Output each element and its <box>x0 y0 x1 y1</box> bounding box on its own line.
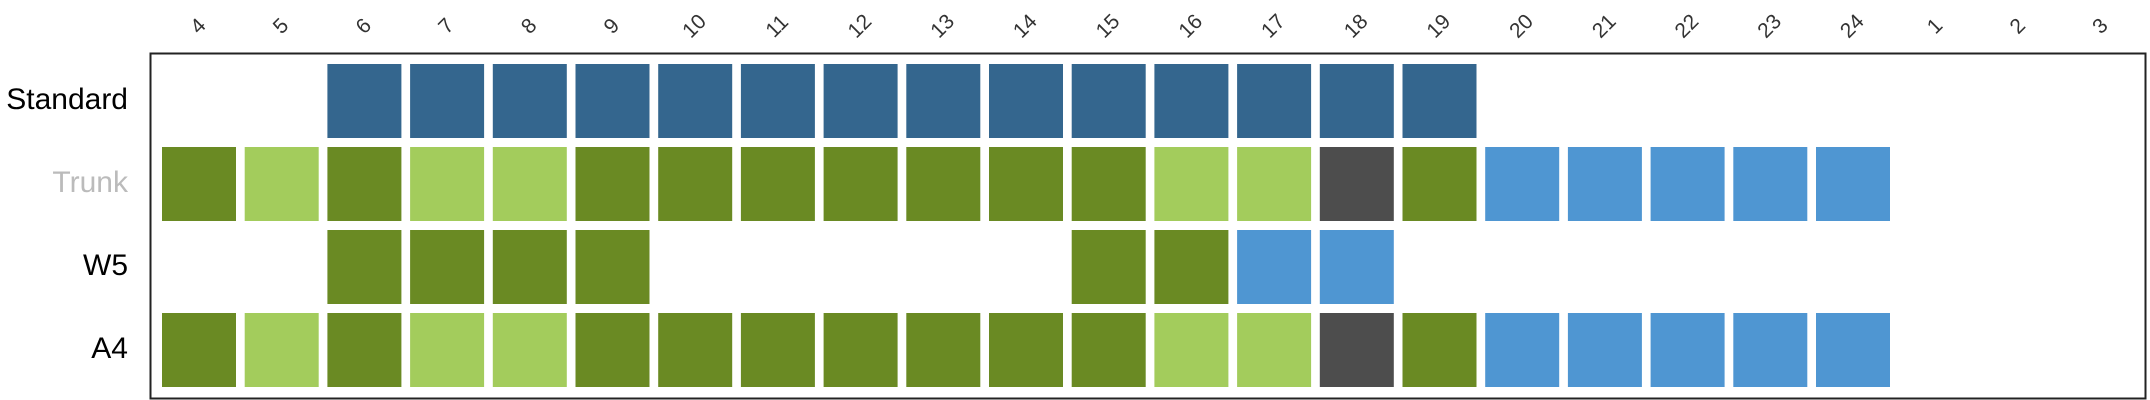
heatmap-cell <box>1402 64 1477 138</box>
heatmap-cell <box>162 147 236 221</box>
heatmap-cell <box>1237 64 1312 138</box>
heatmap-cell <box>1071 64 1146 138</box>
x-tick-label: 14 <box>1009 10 1042 43</box>
heatmap-cell <box>989 313 1063 387</box>
heatmap-cell <box>906 64 981 138</box>
heatmap-cell <box>989 64 1063 138</box>
heatmap-cell <box>1485 147 1560 221</box>
x-tick-label: 9 <box>600 14 625 39</box>
heatmap-cell <box>327 147 402 221</box>
heatmap-cell <box>989 147 1063 221</box>
heatmap-cell <box>1485 313 1560 387</box>
x-tick-label: 2 <box>2005 14 2030 39</box>
heatmap-cell <box>1154 64 1229 138</box>
heatmap-cell <box>1650 313 1725 387</box>
row-labels: Standard Trunk W5 A4 <box>6 83 129 365</box>
row-label-standard: Standard <box>6 83 128 116</box>
heatmap-cell <box>327 230 402 304</box>
heatmap-cell <box>410 230 485 304</box>
heatmap-cell <box>244 313 319 387</box>
x-tick-label: 8 <box>517 14 542 39</box>
heatmap-cell <box>740 313 815 387</box>
heatmap-cell <box>658 64 733 138</box>
x-tick-label: 7 <box>434 14 459 39</box>
x-tick-label: 1 <box>1923 14 1948 39</box>
heatmap-cell <box>1319 147 1394 221</box>
heatmap-cell <box>1071 147 1146 221</box>
x-tick-label: 16 <box>1174 10 1207 43</box>
x-tick-labels: 4 5 6 7 8 9 10 11 12 13 14 15 16 17 18 19 20 21 22 23 24 1 2 3 <box>186 10 2113 43</box>
heatmap-cell <box>410 313 485 387</box>
x-tick-label: 15 <box>1092 10 1125 43</box>
heatmap-cell <box>244 147 319 221</box>
x-tick-label: 21 <box>1588 10 1621 43</box>
heatmap-cell <box>740 147 815 221</box>
heatmap-cell <box>1402 147 1477 221</box>
x-tick-label: 10 <box>678 10 711 43</box>
heatmap-cell <box>327 64 402 138</box>
heatmap-cell <box>1567 313 1642 387</box>
heatmap-cell <box>1237 313 1312 387</box>
x-tick-label: 4 <box>186 14 211 39</box>
heatmap-cell <box>1071 313 1146 387</box>
heatmap-cell <box>575 230 650 304</box>
plot-frame <box>149 52 2147 400</box>
heatmap-cell <box>1402 313 1477 387</box>
heatmap-cell <box>575 313 650 387</box>
heatmap-cell <box>823 64 898 138</box>
heatmap-cell <box>1733 147 1808 221</box>
x-tick-label: 12 <box>844 10 877 43</box>
x-tick-label: 17 <box>1257 10 1290 43</box>
heatmap-cell <box>1154 147 1229 221</box>
heatmap-cell <box>1319 230 1394 304</box>
heatmap-cell <box>1733 313 1808 387</box>
heatmap-cell <box>1319 313 1394 387</box>
x-tick-label: 22 <box>1671 10 1704 43</box>
heatmap-cell <box>492 64 567 138</box>
heatmap-cell <box>1237 147 1312 221</box>
heatmap-cell <box>823 147 898 221</box>
heatmap-cell <box>1237 230 1312 304</box>
heatmap-cell <box>1319 64 1394 138</box>
heatmap-cells <box>162 64 1890 387</box>
heatmap-cell <box>575 147 650 221</box>
heatmap-cell <box>1816 313 1890 387</box>
x-tick-label: 20 <box>1505 10 1538 43</box>
heatmap-cell <box>906 313 981 387</box>
heatmap-cell <box>492 147 567 221</box>
x-tick-label: 18 <box>1340 10 1373 43</box>
x-tick-label: 19 <box>1422 10 1455 43</box>
heatmap-cell <box>1567 147 1642 221</box>
heatmap-cell <box>327 313 402 387</box>
heatmap-cell <box>906 147 981 221</box>
heatmap-cell <box>658 147 733 221</box>
x-tick-label: 23 <box>1753 10 1786 43</box>
row-label-a4: A4 <box>91 332 128 365</box>
heatmap-cell <box>1154 230 1229 304</box>
x-tick-label: 6 <box>351 14 376 39</box>
heatmap-cell <box>1071 230 1146 304</box>
heatmap-cell <box>410 64 485 138</box>
row-label-trunk: Trunk <box>52 166 129 199</box>
x-tick-label: 3 <box>2088 14 2113 39</box>
x-tick-label: 11 <box>761 10 793 42</box>
row-label-w5: W5 <box>83 249 128 282</box>
heatmap-cell <box>658 313 733 387</box>
x-tick-label: 24 <box>1836 10 1869 43</box>
heatmap-cell <box>1816 147 1890 221</box>
heatmap-cell <box>492 313 567 387</box>
heatmap-cell <box>575 64 650 138</box>
heatmap-cell <box>823 313 898 387</box>
heatmap-cell <box>410 147 485 221</box>
heatmap-cell <box>162 313 236 387</box>
heatmap-cell <box>1154 313 1229 387</box>
x-tick-label: 5 <box>269 14 294 39</box>
heatmap-cell <box>740 64 815 138</box>
x-tick-label: 13 <box>926 10 959 43</box>
heatmap-cell <box>492 230 567 304</box>
heatmap-cell <box>1650 147 1725 221</box>
